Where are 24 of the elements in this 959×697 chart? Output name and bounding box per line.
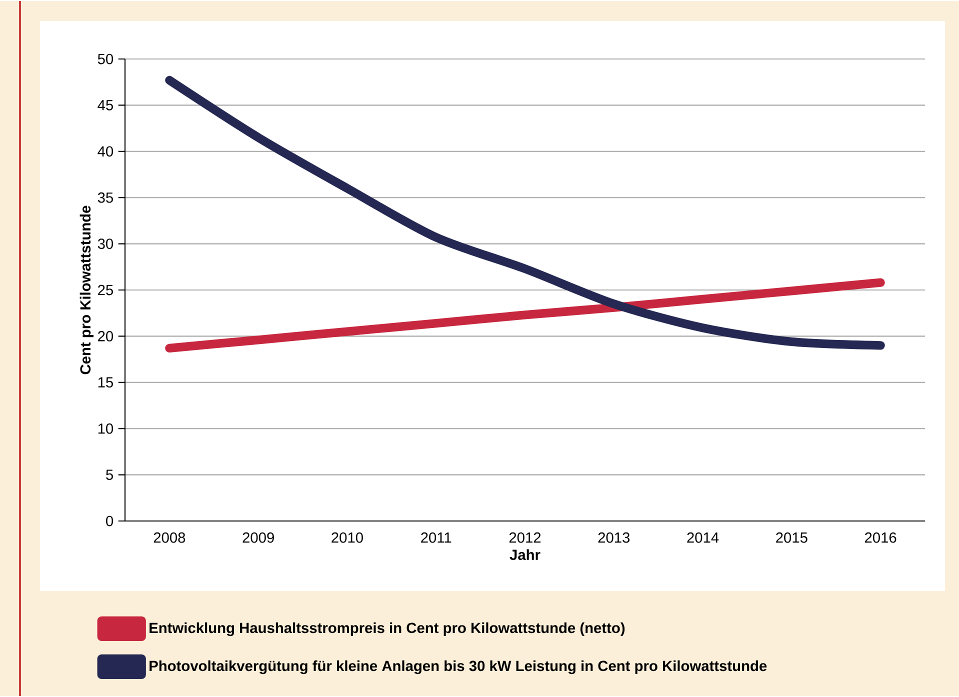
- y-tick-label: 10: [98, 423, 114, 434]
- x-axis-title: Jahr: [510, 549, 540, 560]
- y-tick-label: 0: [106, 516, 114, 526]
- y-tick-label: 5: [106, 470, 113, 480]
- legend-label: Photovoltaikvergütung für kleine Anlagen bis 30 kW Leistung in Cent pro Kilowattstunde: [150, 660, 767, 674]
- y-tick-label: 30: [98, 238, 114, 249]
- x-tick-label: 2014: [687, 532, 719, 543]
- x-tick-label: 2011: [421, 532, 452, 543]
- y-tick-label: 15: [98, 377, 113, 388]
- y-tick-label: 25: [98, 284, 113, 296]
- x-tick-label: 2015: [776, 532, 808, 543]
- y-tick-label: 20: [98, 331, 114, 342]
- y-axis-title: Cent pro Kilowattstunde: [80, 206, 94, 374]
- y-tick-label: 50: [98, 54, 114, 64]
- legend-label: Entwicklung Haushaltsstrompreis in Cent pro Kilowattstunde (netto): [150, 622, 625, 636]
- x-tick-label: 2013: [598, 532, 630, 543]
- y-tick-label: 45: [98, 100, 113, 110]
- x-tick-label: 2016: [864, 532, 896, 543]
- x-tick-label: 2009: [242, 532, 274, 543]
- y-tick-label: 35: [98, 192, 113, 203]
- x-tick-label: 2010: [332, 532, 363, 543]
- x-tick-label: 2008: [154, 532, 186, 543]
- y-tick-label: 40: [98, 146, 114, 157]
- x-tick-label: 2012: [509, 532, 541, 543]
